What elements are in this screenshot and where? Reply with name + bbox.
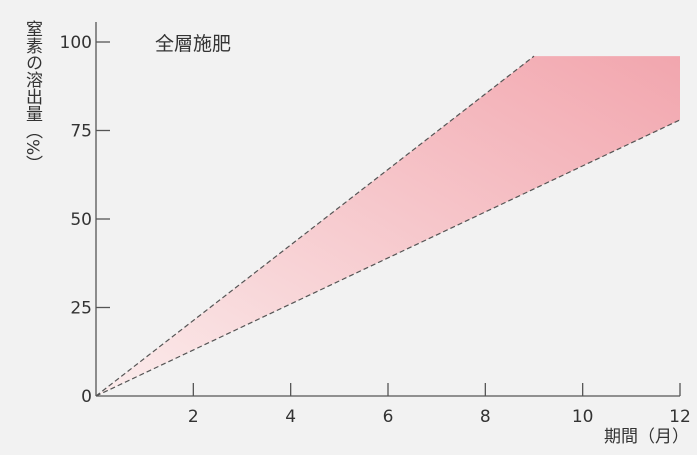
release-band (96, 56, 680, 396)
upper-boundary-line (95, 55, 535, 397)
chart-title: 全層施肥 (155, 33, 231, 55)
x-tick-label: 12 (669, 407, 691, 427)
y-ticks: 0 25 50 75 100 (60, 33, 110, 407)
lower-boundary-line (95, 119, 681, 397)
x-tick-label: 10 (572, 407, 594, 427)
x-tick-label: 4 (285, 407, 296, 427)
y-tick-label: 50 (70, 210, 92, 230)
x-tick-label: 2 (188, 407, 199, 427)
x-tick-label: 8 (480, 407, 491, 427)
y-axis-label: 窒素の溶出量（%） (22, 20, 43, 172)
y-tick-label: 25 (70, 299, 92, 319)
x-tick-label: 6 (383, 407, 394, 427)
x-axis-label: 期間（月） (604, 427, 689, 447)
y-tick-label: 100 (60, 33, 92, 53)
y-tick-label: 75 (70, 122, 92, 142)
x-ticks: 2 4 6 8 10 12 (188, 383, 691, 427)
y-tick-label: 0 (81, 387, 92, 407)
